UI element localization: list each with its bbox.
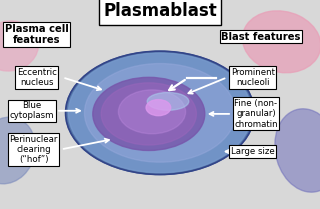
Circle shape [146, 100, 171, 116]
Circle shape [93, 77, 205, 150]
Circle shape [84, 64, 236, 162]
Ellipse shape [243, 11, 320, 73]
Text: Blast features: Blast features [221, 32, 300, 42]
Text: Fine (non-
granular)
chromatin: Fine (non- granular) chromatin [234, 99, 278, 129]
Text: Large size: Large size [231, 147, 275, 156]
Text: Perinuclear
clearing
(“hof”): Perinuclear clearing (“hof”) [9, 135, 58, 164]
Text: Eccentric
nucleus: Eccentric nucleus [17, 68, 57, 87]
Text: Plasma cell
features: Plasma cell features [5, 24, 69, 45]
Ellipse shape [0, 117, 36, 184]
Ellipse shape [147, 92, 189, 110]
Circle shape [68, 53, 252, 173]
Ellipse shape [0, 21, 38, 71]
Text: Plasmablast: Plasmablast [103, 3, 217, 20]
Circle shape [101, 83, 196, 145]
Circle shape [66, 51, 254, 175]
Ellipse shape [275, 109, 320, 192]
Text: Prominent
nucleoli: Prominent nucleoli [231, 68, 275, 87]
Text: Blue
cytoplasm: Blue cytoplasm [10, 101, 54, 120]
Circle shape [118, 90, 186, 134]
